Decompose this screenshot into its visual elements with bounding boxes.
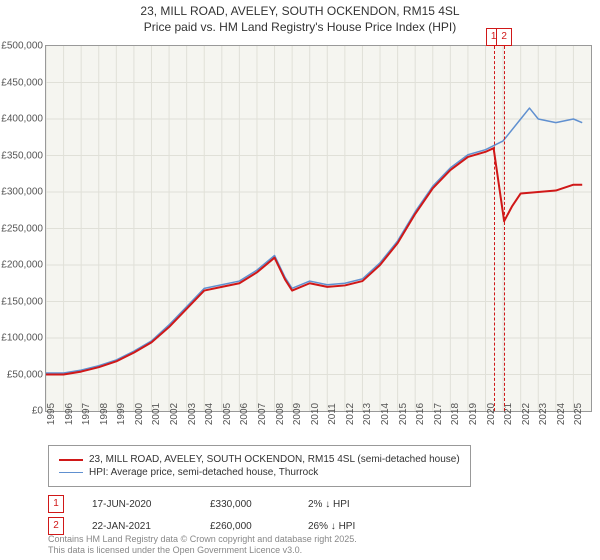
x-axis-label: 2019 — [468, 403, 479, 425]
legend-item: 23, MILL ROAD, AVELEY, SOUTH OCKENDON, R… — [59, 454, 460, 465]
sale-pct: 26% ↓ HPI — [308, 521, 398, 532]
x-axis-label: 2009 — [292, 403, 303, 425]
y-axis-label: £350,000 — [1, 150, 43, 161]
x-axis-label: 2023 — [538, 403, 549, 425]
copyright: Contains HM Land Registry data © Crown c… — [48, 534, 357, 556]
x-axis-label: 2011 — [327, 403, 338, 425]
y-axis-label: £450,000 — [1, 77, 43, 88]
x-axis-label: 2004 — [204, 403, 215, 425]
sale-marker-line — [504, 46, 505, 411]
sale-row: 2 22-JAN-2021 £260,000 26% ↓ HPI — [48, 517, 398, 535]
x-axis-label: 2013 — [362, 403, 373, 425]
y-axis-label: £300,000 — [1, 187, 43, 198]
x-axis-label: 1996 — [64, 403, 75, 425]
y-axis-label: £200,000 — [1, 260, 43, 271]
x-axis-label: 2008 — [275, 403, 286, 425]
x-axis-label: 2000 — [134, 403, 145, 425]
chart-container: { "title": { "line1": "23, MILL ROAD, AV… — [0, 0, 600, 560]
copyright-line1: Contains HM Land Registry data © Crown c… — [48, 534, 357, 545]
sale-price: £260,000 — [210, 521, 280, 532]
x-axis-label: 2022 — [521, 403, 532, 425]
legend: 23, MILL ROAD, AVELEY, SOUTH OCKENDON, R… — [48, 445, 471, 487]
y-axis-label: £0 — [32, 406, 43, 417]
x-axis-label: 2006 — [239, 403, 250, 425]
sale-num-box: 1 — [48, 495, 64, 513]
sale-row: 1 17-JUN-2020 £330,000 2% ↓ HPI — [48, 495, 398, 513]
x-axis-label: 2025 — [573, 403, 584, 425]
legend-swatch — [59, 472, 83, 474]
copyright-line2: This data is licensed under the Open Gov… — [48, 545, 357, 556]
x-axis-label: 2015 — [398, 403, 409, 425]
legend-label: 23, MILL ROAD, AVELEY, SOUTH OCKENDON, R… — [89, 454, 460, 465]
y-axis-label: £100,000 — [1, 333, 43, 344]
x-axis-label: 2002 — [169, 403, 180, 425]
x-axis-label: 2003 — [187, 403, 198, 425]
series-hpi — [46, 108, 582, 373]
x-axis-label: 2012 — [345, 403, 356, 425]
x-axis-label: 2018 — [450, 403, 461, 425]
x-axis-label: 2016 — [415, 403, 426, 425]
x-axis-label: 1997 — [81, 403, 92, 425]
y-axis-label: £150,000 — [1, 296, 43, 307]
title-line1: 23, MILL ROAD, AVELEY, SOUTH OCKENDON, R… — [0, 4, 600, 20]
y-axis-label: £400,000 — [1, 114, 43, 125]
x-axis-label: 1998 — [99, 403, 110, 425]
sale-marker-box: 2 — [496, 28, 512, 46]
legend-swatch — [59, 459, 83, 461]
legend-label: HPI: Average price, semi-detached house,… — [89, 467, 318, 478]
plot-area: £0£50,000£100,000£150,000£200,000£250,00… — [45, 45, 592, 412]
x-axis-label: 1999 — [116, 403, 127, 425]
x-axis-label: 2001 — [151, 403, 162, 425]
sale-marker-line — [494, 46, 495, 411]
x-axis-label: 2020 — [486, 403, 497, 425]
sales-table: 1 17-JUN-2020 £330,000 2% ↓ HPI 2 22-JAN-2021… — [48, 495, 398, 539]
x-axis-label: 2007 — [257, 403, 268, 425]
chart-svg — [46, 46, 591, 411]
x-axis-label: 2024 — [556, 403, 567, 425]
y-axis-label: £250,000 — [1, 223, 43, 234]
x-axis-label: 2005 — [222, 403, 233, 425]
sale-date: 22-JAN-2021 — [92, 521, 182, 532]
x-axis-label: 2014 — [380, 403, 391, 425]
sale-price: £330,000 — [210, 499, 280, 510]
y-axis-label: £500,000 — [1, 41, 43, 52]
y-axis-label: £50,000 — [7, 369, 43, 380]
legend-item: HPI: Average price, semi-detached house,… — [59, 467, 460, 478]
series-price_paid — [46, 148, 582, 374]
sale-pct: 2% ↓ HPI — [308, 499, 398, 510]
x-axis-label: 1995 — [46, 403, 57, 425]
sale-num-box: 2 — [48, 517, 64, 535]
x-axis-label: 2010 — [310, 403, 321, 425]
x-axis-label: 2017 — [433, 403, 444, 425]
sale-date: 17-JUN-2020 — [92, 499, 182, 510]
